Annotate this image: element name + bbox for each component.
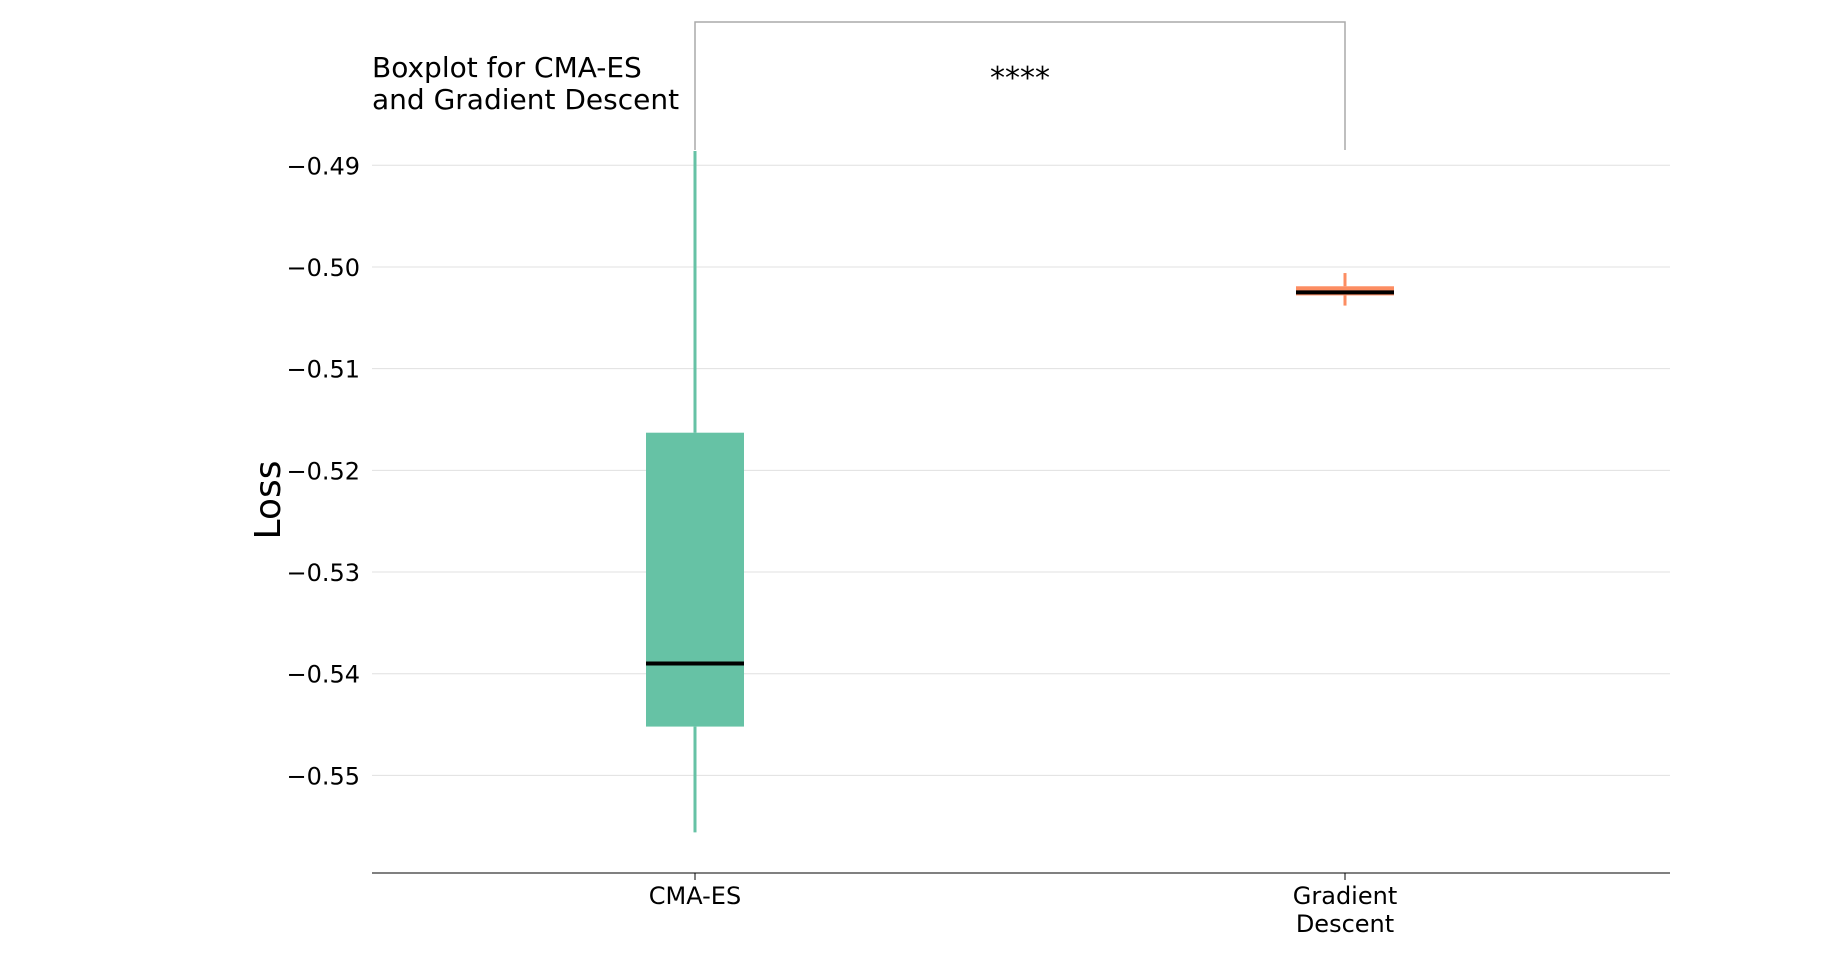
box-body [646,432,744,727]
x-tick-label-line: CMA-ES [649,882,741,910]
significance-annotation: **** [694,21,1346,150]
chart-title-line: Boxplot for CMA-ES [372,51,642,84]
x-tick-label: CMA-ES [649,882,741,910]
y-tick-label: −0.55 [286,762,360,790]
y-tick-label: −0.54 [286,661,360,689]
x-axis: CMA-ES Gradient Descent [372,872,1670,938]
x-tick-label: Gradient Descent [1293,882,1397,938]
box-gradient-descent [1296,273,1394,306]
box-cma-es [646,151,744,833]
y-axis-ticks: −0.49 −0.50 −0.51 −0.52 −0.53 −0.54 −0.55 [286,152,360,790]
box-plots [646,151,1394,833]
significance-bracket [694,21,1346,150]
y-tick-label: −0.52 [286,457,360,485]
y-tick-label: −0.50 [286,254,360,282]
y-axis-label: Loss [248,461,289,540]
chart-title-line: and Gradient Descent [372,83,679,116]
significance-stars: **** [990,61,1050,96]
y-tick-label: −0.49 [286,152,360,180]
grid-lines [372,164,1670,776]
x-tick-label-line: Gradient [1293,882,1397,910]
y-tick-label: −0.51 [286,356,360,384]
y-tick-label: −0.53 [286,559,360,587]
chart-title: Boxplot for CMA-ES and Gradient Descent [372,51,679,116]
x-tick-label-line: Descent [1296,910,1394,938]
